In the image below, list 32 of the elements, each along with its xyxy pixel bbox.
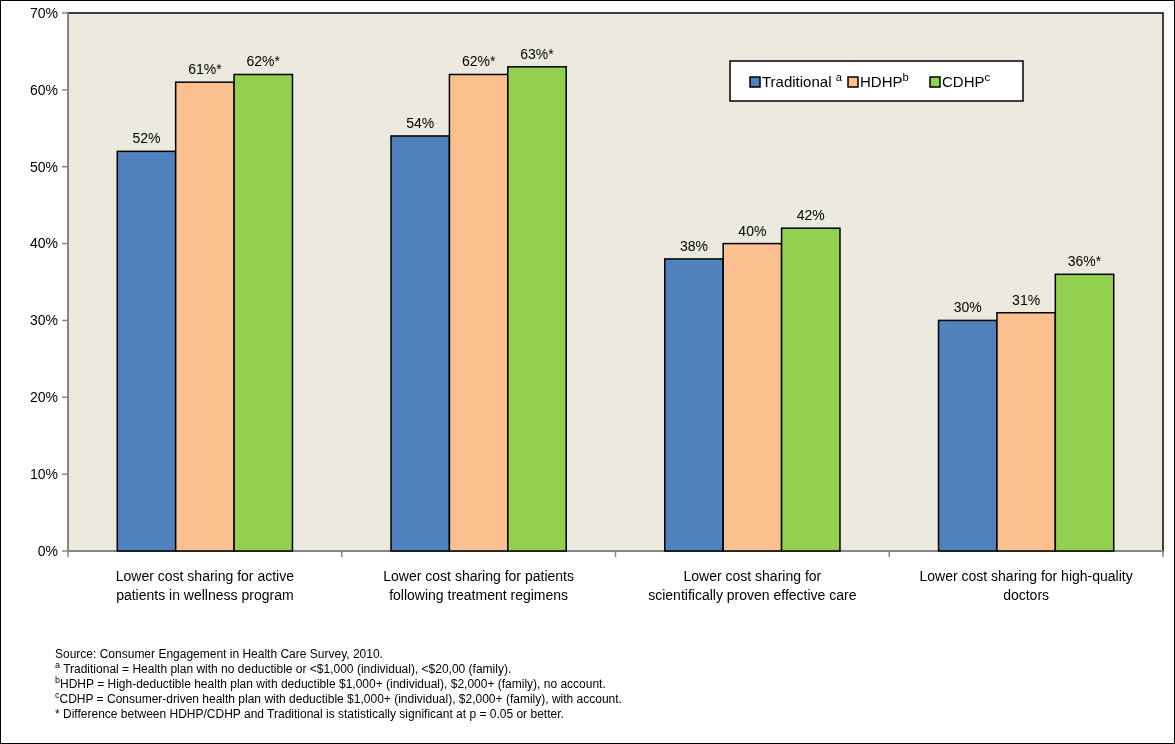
legend-label: HDHP$^{b}$	[860, 71, 909, 90]
legend-label: Traditional $^{a}$	[762, 71, 843, 90]
data-label: 42%	[796, 207, 825, 224]
data-label: 40%	[738, 222, 767, 239]
data-label: 62%*	[246, 53, 281, 70]
y-tick-label: 60%	[29, 81, 58, 98]
data-label: 30%	[953, 299, 982, 316]
text: $^{c}$CDHP = Consumer-driven health plan with deductible $1,000+ (individual), $2,000+ (family), with account.	[55, 690, 622, 706]
data-label: 38%	[679, 237, 708, 254]
data-label: 52%	[132, 130, 161, 147]
x-tick-label: Lower cost sharing for active patients in wellness program	[115, 568, 295, 603]
source-note: Source: Consumer Engagement in Health Care Survey, 2010.	[55, 647, 383, 661]
text: $^{a}$ Traditional = Health plan with no deductible or <$1,000 (individual), <$20,00 (family).	[55, 660, 512, 676]
y-tick-label: 20%	[29, 389, 58, 406]
y-tick-label: 40%	[29, 235, 58, 252]
x-tick-label: Lower cost sharing for patients following treatment regimens	[383, 568, 574, 603]
legend-label: CDHP$^{c}$	[942, 71, 991, 90]
y-tick-label: 10%	[29, 466, 58, 483]
y-tick-label: 0%	[37, 542, 58, 559]
y-tick-label: 30%	[29, 312, 58, 329]
data-label: 31%	[1012, 291, 1041, 308]
data-label: 61%*	[188, 61, 223, 78]
text: $^{b}$HDHP = High-deductible health plan with deductible $1,000+ (individual), $2,000+ (family), no account.	[55, 675, 606, 691]
data-label: 54%	[406, 114, 435, 131]
y-tick-label: 70%	[29, 4, 58, 21]
data-label: 63%*	[520, 45, 555, 62]
x-tick-label: Lower cost sharing for scientifically proven effective care	[648, 568, 857, 603]
y-tick-label: 50%	[29, 158, 58, 175]
data-label: 62%*	[461, 53, 496, 70]
x-tick-label: Lower cost sharing for high-quality doctors	[919, 568, 1133, 603]
data-label: 36%*	[1067, 253, 1102, 270]
text: * Difference between HDHP/CDHP and Traditional is statistically significant at p = 0.05 or better.	[55, 707, 564, 721]
